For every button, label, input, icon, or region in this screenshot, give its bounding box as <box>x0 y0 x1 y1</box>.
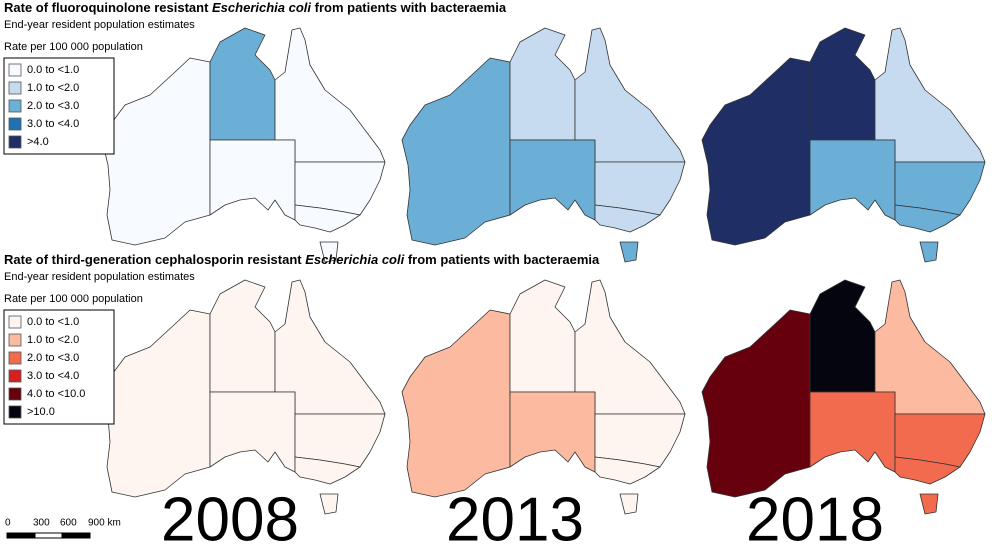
state <box>701 309 811 498</box>
state <box>894 204 961 233</box>
state <box>209 391 296 473</box>
legend-swatch <box>8 387 22 401</box>
map <box>701 27 986 263</box>
legend-title: Rate per 100 000 population <box>4 293 143 305</box>
legend-box <box>3 57 115 155</box>
scale-label: 600 <box>60 518 77 529</box>
legend-label: 2.0 to <3.0 <box>27 100 79 112</box>
state <box>809 279 876 393</box>
state <box>401 57 511 246</box>
state <box>319 493 339 515</box>
map <box>101 279 386 515</box>
title-part: Escherichia coli <box>305 252 404 267</box>
panel-title: Rate of fluoroquinolone resistant Escher… <box>4 0 507 15</box>
state <box>319 241 339 263</box>
state <box>209 279 276 393</box>
title-part: Rate of fluoroquinolone resistant <box>4 0 212 15</box>
legend-label: 4.0 to <10.0 <box>27 388 85 400</box>
state <box>401 309 511 498</box>
legend-label: 2.0 to <3.0 <box>27 352 79 364</box>
map <box>101 27 386 263</box>
legend-swatch <box>8 333 22 347</box>
state <box>209 27 276 141</box>
legend-swatch <box>8 315 22 329</box>
state <box>919 241 939 263</box>
title-part: from patients with bacteraemia <box>311 0 507 15</box>
state <box>509 279 576 393</box>
map <box>401 27 686 263</box>
legend-label: 3.0 to <4.0 <box>27 118 79 130</box>
legend-label: 0.0 to <1.0 <box>27 316 79 328</box>
state <box>919 493 939 515</box>
title-part: Rate of third-generation cephalosporin r… <box>4 252 305 267</box>
panel-title: Rate of third-generation cephalosporin r… <box>4 252 600 267</box>
legend-label: 0.0 to <1.0 <box>27 64 79 76</box>
state <box>509 391 596 473</box>
state <box>701 57 811 246</box>
legend-swatch <box>8 99 22 113</box>
state <box>894 456 961 485</box>
legend-swatch <box>8 135 22 149</box>
state <box>509 27 576 141</box>
state <box>619 493 639 515</box>
state <box>101 57 211 246</box>
title-part: Escherichia coli <box>212 0 311 15</box>
scale-label: 0 <box>5 518 11 529</box>
state <box>594 456 661 485</box>
legend-swatch <box>8 405 22 419</box>
legend-swatch <box>8 117 22 131</box>
state <box>594 204 661 233</box>
state <box>809 391 896 473</box>
state <box>509 139 596 221</box>
map <box>701 279 986 515</box>
panel-subtitle: End-year resident population estimates <box>4 19 195 31</box>
scale-label: 900 km <box>88 518 121 529</box>
scale-segment <box>61 532 91 539</box>
state <box>209 139 296 221</box>
legend-swatch <box>8 81 22 95</box>
year-label: 2018 <box>746 485 884 554</box>
legend-label: 1.0 to <2.0 <box>27 82 79 94</box>
legend-label: 3.0 to <4.0 <box>27 370 79 382</box>
scale-segment <box>6 532 36 539</box>
state <box>294 204 361 233</box>
legend-label: >10.0 <box>27 406 55 418</box>
legend-swatch <box>8 63 22 77</box>
year-label: 2008 <box>161 485 299 554</box>
legend-label: >4.0 <box>27 136 49 148</box>
legend-box <box>3 309 115 425</box>
scale-label: 300 <box>33 518 50 529</box>
map <box>401 279 686 515</box>
state <box>619 241 639 263</box>
state <box>294 456 361 485</box>
state <box>809 139 896 221</box>
state <box>809 27 876 141</box>
legend-swatch <box>8 351 22 365</box>
panel-subtitle: End-year resident population estimates <box>4 271 195 283</box>
legend-swatch <box>8 369 22 383</box>
title-part: from patients with bacteraemia <box>404 252 600 267</box>
scale-segment <box>34 532 63 539</box>
legend-title: Rate per 100 000 population <box>4 41 143 53</box>
legend-label: 1.0 to <2.0 <box>27 334 79 346</box>
state <box>101 309 211 498</box>
year-label: 2013 <box>446 485 584 554</box>
